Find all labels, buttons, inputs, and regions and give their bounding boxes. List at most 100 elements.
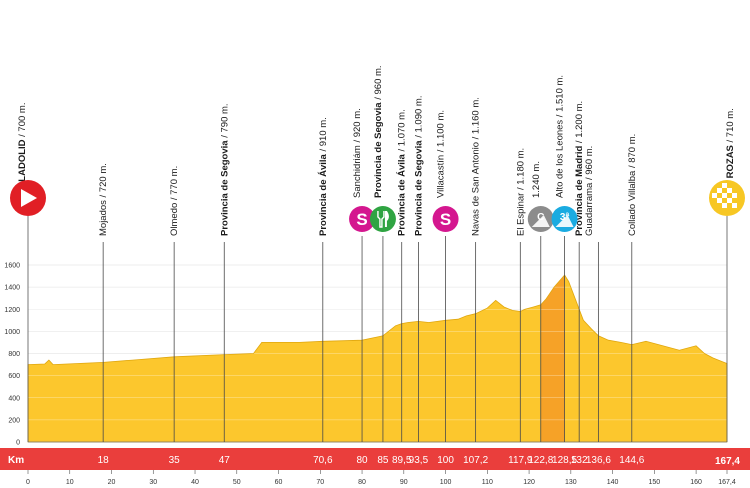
start-name: VALLADOLID [17, 139, 28, 200]
mountain-icon [531, 215, 550, 227]
x-tick-label: 30 [149, 479, 157, 486]
start-marker: VALLADOLID / 700 m. [10, 103, 46, 442]
waypoint-km: 132 [571, 455, 588, 466]
climb-segment-fill [540, 275, 565, 442]
waypoint-label-group: 1.240 m. [531, 161, 542, 198]
checker-square [717, 198, 722, 203]
waypoint-label-group: Sanchidriám / 920 m. [352, 108, 363, 198]
waypoint-name: Olmedo [169, 203, 180, 236]
sprint-icon [349, 206, 376, 232]
checkered-flag-icon [712, 183, 737, 208]
waypoint-sep: / [352, 137, 363, 145]
waypoint-km: 47 [219, 455, 231, 466]
waypoint-label: Mojados / 720 m. [98, 163, 109, 236]
waypoint-name: Provincia de Segovia [413, 140, 424, 236]
waypoint-name: Navas de San Antonio [471, 142, 482, 236]
y-tick-label: 1600 [4, 263, 20, 270]
waypoint-labels: Mojados / 720 m. Olmedo / 770 m. Provincia… [98, 65, 638, 236]
waypoint-label: Olmedo / 770 m. [169, 166, 180, 236]
waypoint-km: 93,5 [409, 455, 429, 466]
waypoint-sep: / [219, 133, 230, 141]
checker-square [732, 193, 737, 198]
km-bar-background [0, 448, 750, 470]
finish-marker: LAS ROZAS / 710 m. 167,4 [709, 108, 745, 467]
x-tick-label: 0 [26, 479, 30, 486]
x-tick-label: 130 [565, 479, 577, 486]
waypoint-sep: / [318, 146, 329, 154]
km-bar: Km [0, 448, 750, 470]
waypoint-name: Guadarrama [584, 182, 595, 236]
x-tick-label: 20 [108, 479, 116, 486]
checker-square [717, 188, 722, 193]
waypoint-icons: S S C 3ª [349, 206, 578, 232]
y-tick-label: 600 [8, 373, 20, 380]
waypoint-label: Provincia de Ávila / 1.070 m. [397, 109, 408, 236]
x-tick-label: 140 [607, 479, 619, 486]
waypoint-km: 144,6 [619, 455, 644, 466]
sprint-icon-glyph: S [356, 210, 367, 229]
waypoint-alt: 1.180 m. [515, 148, 526, 185]
waypoint-label-group: Provincia de Segovia / 1.090 m. [413, 96, 424, 236]
x-tick-label: 160 [690, 479, 702, 486]
waypoint-name: Sanchidriám [352, 145, 363, 198]
waypoint-label: Villacastín / 1.100 m. [436, 110, 447, 198]
x-tick-label: 50 [233, 479, 241, 486]
waypoint-label: Provincia de Segovia / 960 m. [373, 65, 384, 198]
finish-label: LAS ROZAS / 710 m. [725, 108, 736, 200]
waypoint-km: 85 [377, 455, 389, 466]
waypoint-alt: 1.200 m. [574, 101, 585, 138]
waypoint-name: Alto de los Leones [555, 120, 566, 198]
waypoint-label: Provincia de Segovia / 1.090 m. [413, 96, 424, 236]
profile-outline [27, 274, 728, 443]
waypoint-label: Provincia de Ávila / 910 m. [318, 117, 329, 236]
waypoint-sep: / [627, 163, 638, 171]
waypoint-label-group: Collado Villalba / 870 m. [627, 134, 638, 236]
waypoint-name: Provincia de Segovia [373, 102, 384, 198]
waypoint-alt: 960 m. [584, 146, 595, 175]
waypoint-label-group: Navas de San Antonio / 1.160 m. [471, 97, 482, 236]
x-tick-label: 10 [66, 479, 74, 486]
waypoint-sep: / [413, 133, 424, 141]
checker-square [727, 198, 732, 203]
x-tick-label: 110 [482, 479, 493, 486]
waypoint-label-group: Provincia de Madrid / 1.200 m. [574, 101, 585, 236]
climb-category-label: 3ª [560, 212, 570, 223]
finish-km: 167,4 [715, 456, 740, 467]
climb-category-label: C [537, 212, 544, 223]
waypoint-km: 70,6 [313, 455, 333, 466]
waypoint-name: Collado Villalba [627, 170, 638, 236]
waypoint-label-group: Provincia de Segovia / 790 m. [219, 103, 230, 236]
x-tick-label: 60 [275, 479, 283, 486]
start-label: VALLADOLID / 700 m. [17, 103, 28, 200]
waypoint-sep: / [98, 192, 109, 200]
waypoint-label-group: Provincia de Ávila / 910 m. [318, 117, 329, 236]
feed-zone-icon [369, 206, 396, 232]
x-tick-label: 167,4 [718, 479, 736, 486]
km-axis-label: Km [8, 455, 24, 466]
x-tick-label: 120 [523, 479, 535, 486]
mountain-icon [555, 215, 574, 227]
x-tick-label: 150 [649, 479, 661, 486]
y-tick-label: 200 [8, 417, 20, 424]
waypoint-label: Alto de los Leones / 1.510 m. [555, 75, 566, 198]
y-tick-label: 800 [8, 351, 20, 358]
waypoint-label-group: Mojados / 720 m. [98, 163, 109, 236]
waypoint-label-group: Provincia de Segovia / 960 m. [373, 65, 384, 198]
waypoint-km: 18 [98, 455, 110, 466]
y-tick-label: 0 [16, 440, 20, 447]
waypoint-alt: 1.160 m. [471, 97, 482, 134]
waypoint-km: 100 [437, 455, 454, 466]
waypoint-km: 89,5 [392, 455, 412, 466]
sprint-icon [432, 206, 459, 232]
waypoint-sep: / [574, 138, 585, 146]
waypoint-label: 1.240 m. [531, 161, 542, 198]
waypoint-alt: 920 m. [352, 108, 363, 137]
checker-square [722, 183, 727, 188]
waypoint-km: 122,8 [528, 455, 553, 466]
waypoint-name: Mojados [98, 200, 109, 236]
waypoint-sep: / [436, 147, 447, 155]
waypoint-km: 35 [169, 455, 181, 466]
waypoint-sep: / [169, 195, 180, 203]
x-tick-label: 80 [358, 479, 366, 486]
